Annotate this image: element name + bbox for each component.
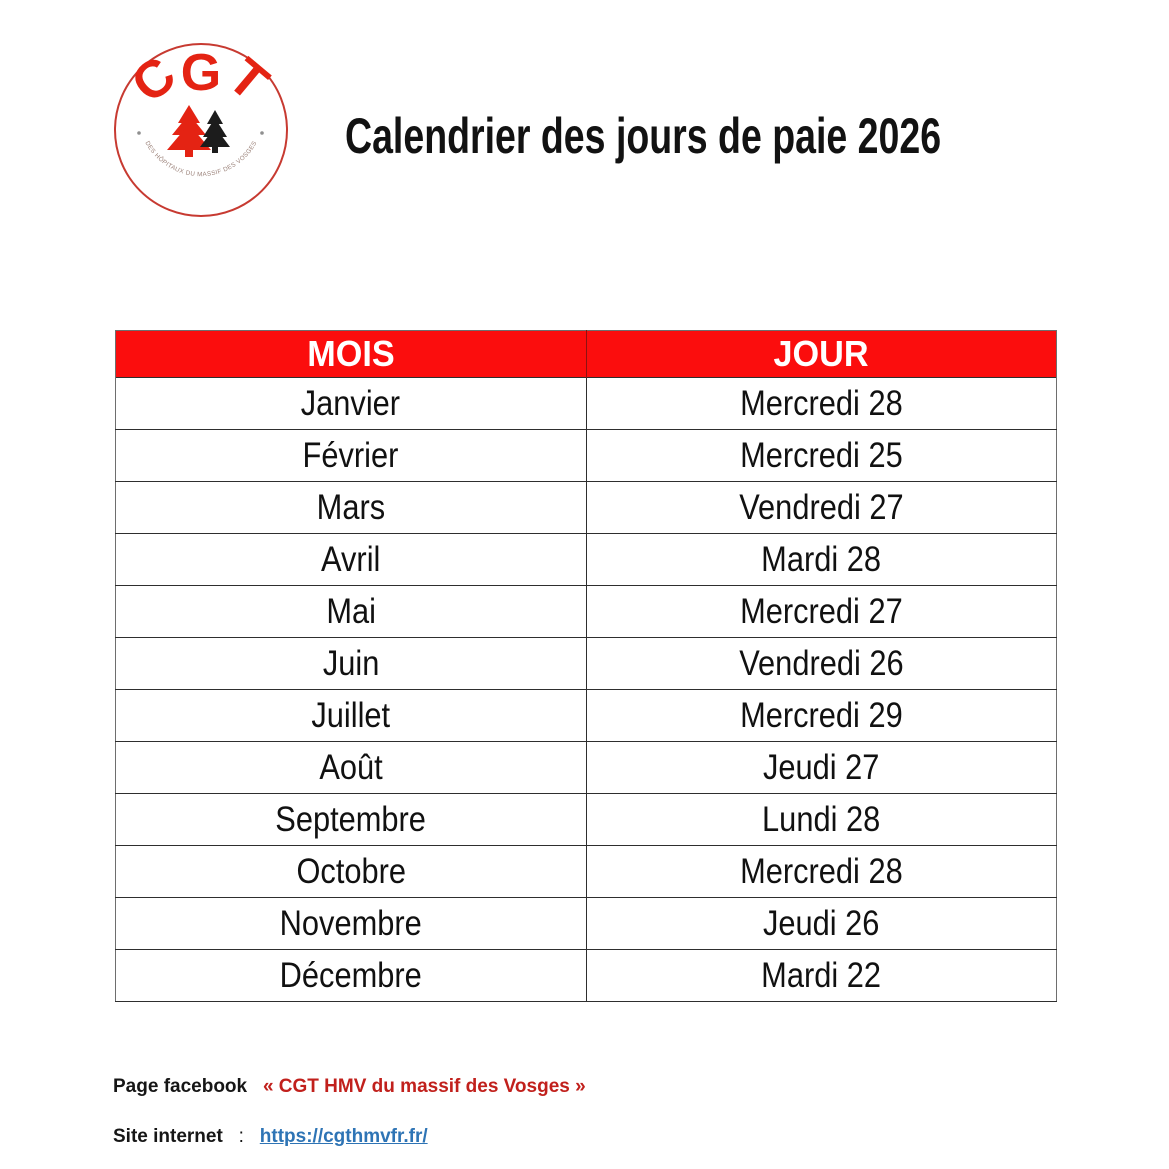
month-cell: Novembre <box>115 897 587 950</box>
table-row: Décembre Mardi 22 <box>115 949 1057 1002</box>
pay-table-container: MOIS JOUR Janvier Mercredi 28 Février Me… <box>115 330 1057 1002</box>
day-cell: Mercredi 29 <box>585 689 1057 742</box>
site-line: Site internet : https://cgthmvfr.fr/ <box>113 1126 428 1148</box>
month-cell: Février <box>115 429 587 482</box>
table-row: Mai Mercredi 27 <box>115 585 1057 638</box>
day-cell: Jeudi 27 <box>585 741 1057 794</box>
day-cell: Mercredi 28 <box>585 377 1057 430</box>
logo-right-dot <box>260 131 264 135</box>
month-cell: Mars <box>115 481 587 534</box>
day-cell: Lundi 28 <box>585 793 1057 846</box>
table-row: Mars Vendredi 27 <box>115 481 1057 534</box>
table-header-mois: MOIS <box>115 330 586 378</box>
day-cell: Mercredi 28 <box>585 845 1057 898</box>
month-cell: Septembre <box>115 793 587 846</box>
table-header-row: MOIS JOUR <box>115 330 1057 378</box>
month-cell: Juin <box>115 637 587 690</box>
site-url-link[interactable]: https://cgthmvfr.fr/ <box>259 1126 428 1147</box>
month-cell: Décembre <box>115 949 587 1002</box>
day-cell: Mardi 22 <box>585 949 1057 1002</box>
day-cell: Vendredi 26 <box>585 637 1057 690</box>
logo-left-dot <box>137 131 141 135</box>
month-cell: Juillet <box>115 689 587 742</box>
table-row: Février Mercredi 25 <box>115 429 1057 482</box>
day-cell: Mercredi 27 <box>585 585 1057 638</box>
table-row: Septembre Lundi 28 <box>115 793 1057 846</box>
month-cell: Avril <box>115 533 587 586</box>
facebook-label: Page facebook <box>113 1076 248 1097</box>
facebook-line: Page facebook « CGT HMV du massif des Vo… <box>113 1076 586 1098</box>
day-cell: Vendredi 27 <box>585 481 1057 534</box>
month-cell: Octobre <box>115 845 587 898</box>
site-label: Site internet <box>113 1126 223 1147</box>
day-cell: Jeudi 26 <box>585 897 1057 950</box>
cgt-letter-g: G <box>181 44 221 102</box>
day-cell: Mardi 28 <box>585 533 1057 586</box>
pay-table: MOIS JOUR Janvier Mercredi 28 Février Me… <box>115 330 1057 1002</box>
cgt-logo-svg: C G T DES HÔPITAUX DU MASSIF DES VOSGES <box>114 43 288 217</box>
table-row: Août Jeudi 27 <box>115 741 1057 794</box>
month-cell: Mai <box>115 585 587 638</box>
table-row: Octobre Mercredi 28 <box>115 845 1057 898</box>
day-cell: Mercredi 25 <box>585 429 1057 482</box>
cgt-logo: C G T DES HÔPITAUX DU MASSIF DES VOSGES <box>112 41 290 219</box>
site-separator: : <box>238 1126 244 1147</box>
red-pine-tree-icon <box>167 105 211 157</box>
page-title: Calendrier des jours de paie 2026 <box>345 108 942 164</box>
month-cell: Janvier <box>115 377 587 430</box>
table-row: Avril Mardi 28 <box>115 533 1057 586</box>
table-row: Novembre Jeudi 26 <box>115 897 1057 950</box>
facebook-page-name: « CGT HMV du massif des Vosges » <box>262 1076 586 1097</box>
table-row: Juillet Mercredi 29 <box>115 689 1057 742</box>
black-pine-tree-icon <box>200 110 230 153</box>
table-header-jour: JOUR <box>585 330 1057 378</box>
table-row: Janvier Mercredi 28 <box>115 377 1057 430</box>
month-cell: Août <box>115 741 587 794</box>
table-row: Juin Vendredi 26 <box>115 637 1057 690</box>
